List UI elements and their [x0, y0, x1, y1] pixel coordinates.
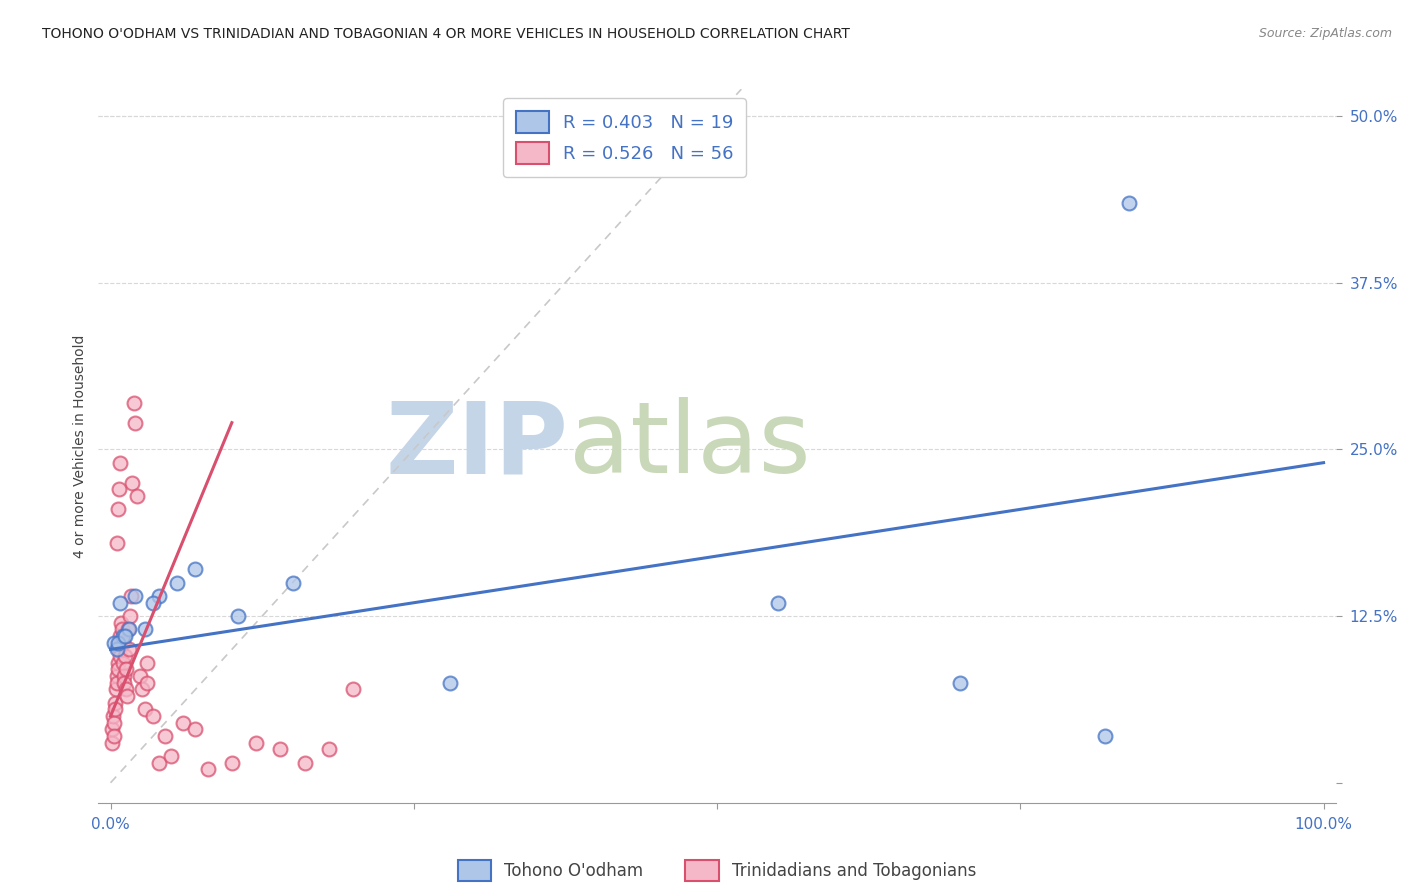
Point [118, 609, 141, 624]
Point [148, 589, 170, 603]
Point [111, 623, 134, 637]
Point [110, 456, 132, 470]
Point [142, 709, 165, 723]
Text: atlas: atlas [568, 398, 810, 494]
Point [108, 483, 131, 497]
Point [104, 696, 127, 710]
Point [142, 596, 165, 610]
Point [105, 669, 128, 683]
Point [949, 675, 972, 690]
Point [105, 535, 128, 549]
Point [114, 629, 136, 643]
Point [281, 575, 304, 590]
Point [1118, 195, 1140, 210]
Point [118, 623, 141, 637]
Point [184, 562, 207, 576]
Point [111, 629, 134, 643]
Y-axis label: 4 or more Vehicles in Household: 4 or more Vehicles in Household [73, 334, 87, 558]
Point [112, 669, 135, 683]
Point [269, 742, 291, 756]
Point [766, 596, 789, 610]
Point [118, 642, 141, 657]
Point [115, 682, 138, 697]
Point [153, 729, 176, 743]
Point [108, 642, 131, 657]
Point [108, 649, 131, 664]
Point [136, 675, 159, 690]
Point [103, 715, 125, 730]
Point [111, 636, 134, 650]
Point [148, 756, 170, 770]
Text: ZIP: ZIP [385, 398, 568, 494]
Point [226, 609, 249, 624]
Point [107, 502, 129, 516]
Point [134, 702, 156, 716]
Point [124, 416, 146, 430]
Point [112, 656, 135, 670]
Text: TOHONO O'ODHAM VS TRINIDADIAN AND TOBAGONIAN 4 OR MORE VEHICLES IN HOUSEHOLD COR: TOHONO O'ODHAM VS TRINIDADIAN AND TOBAGO… [42, 27, 851, 41]
Point [318, 742, 340, 756]
Point [136, 656, 159, 670]
Point [110, 636, 132, 650]
Point [1094, 729, 1116, 743]
Point [245, 736, 267, 750]
Point [110, 596, 132, 610]
Point [439, 675, 461, 690]
Point [294, 756, 316, 770]
Point [124, 589, 146, 603]
Point [128, 669, 150, 683]
Point [105, 675, 128, 690]
Point [184, 723, 207, 737]
Point [103, 729, 125, 743]
Point [110, 615, 132, 630]
Point [121, 475, 143, 490]
Point [115, 689, 138, 703]
Point [101, 723, 124, 737]
Point [107, 656, 129, 670]
Point [114, 649, 136, 664]
Text: Source: ZipAtlas.com: Source: ZipAtlas.com [1258, 27, 1392, 40]
Point [105, 682, 128, 697]
Point [105, 642, 128, 657]
Point [120, 589, 142, 603]
Point [127, 489, 149, 503]
Point [117, 623, 139, 637]
Point [122, 395, 145, 409]
Point [103, 636, 125, 650]
Point [134, 623, 156, 637]
Point [107, 662, 129, 676]
Point [172, 715, 194, 730]
Point [221, 756, 243, 770]
Point [107, 636, 129, 650]
Point [114, 662, 136, 676]
Point [166, 575, 188, 590]
Point [104, 702, 127, 716]
Point [100, 736, 122, 750]
Point [197, 763, 219, 777]
Point [342, 682, 364, 697]
Point [131, 682, 153, 697]
Legend: R = 0.403   N = 19, R = 0.526   N = 56: R = 0.403 N = 19, R = 0.526 N = 56 [503, 98, 747, 177]
Point [110, 629, 132, 643]
Point [101, 709, 124, 723]
Point [160, 749, 183, 764]
Point [114, 675, 136, 690]
